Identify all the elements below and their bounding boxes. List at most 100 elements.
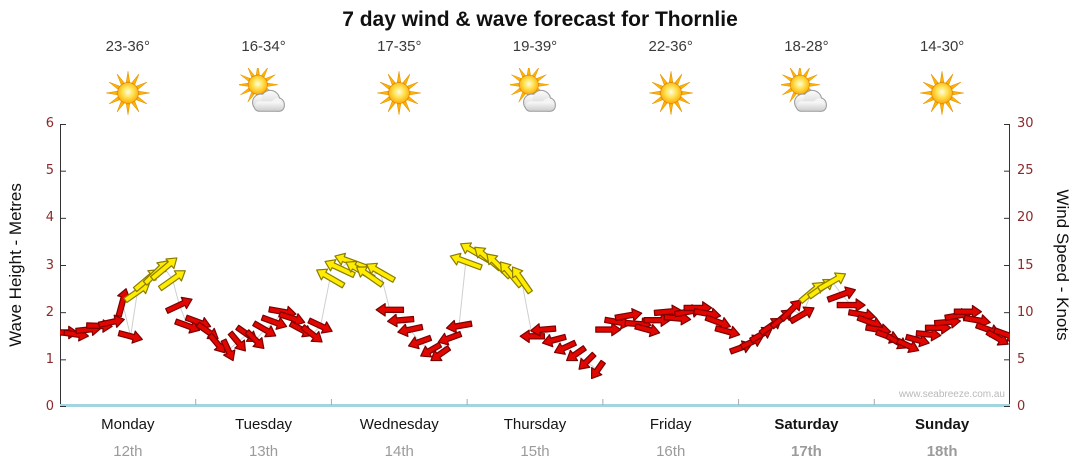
wind-arrow bbox=[904, 333, 930, 348]
wind-arrow bbox=[300, 324, 323, 343]
wind-arrow bbox=[307, 317, 333, 334]
day-name-label: Monday bbox=[101, 416, 155, 433]
day-temp-label: 14-30° bbox=[919, 38, 965, 55]
wind-arrow bbox=[227, 330, 246, 352]
wind-arrow bbox=[445, 319, 473, 334]
wind-arrow bbox=[992, 327, 1010, 342]
day-temp-label: 19-39° bbox=[512, 38, 558, 55]
wind-arrow bbox=[165, 296, 193, 314]
right-axis-tick-label: 10 bbox=[1017, 304, 1034, 320]
wind-arrow bbox=[397, 323, 424, 337]
day-name-label: Thursday bbox=[503, 416, 567, 433]
wind-arrow bbox=[817, 272, 847, 293]
chart-title: 7 day wind & wave forecast for Thornlie bbox=[342, 8, 738, 31]
cloud-glyph bbox=[251, 89, 285, 112]
right-axis-tick-label: 25 bbox=[1017, 163, 1034, 179]
wind-arrow bbox=[420, 341, 443, 358]
wind-arrow bbox=[220, 338, 236, 362]
right-axis-tick-label: 20 bbox=[1017, 210, 1034, 226]
day-temp-label: 18-28° bbox=[784, 38, 829, 55]
wind-arrow bbox=[437, 330, 463, 346]
sunny-icon bbox=[646, 68, 696, 118]
day-temp-label: 22-36° bbox=[648, 38, 693, 55]
wind-arrow bbox=[714, 325, 741, 339]
right-axis-tick-label: 15 bbox=[1017, 257, 1034, 273]
wind-arrow bbox=[836, 298, 866, 312]
day-name-label: Tuesday bbox=[235, 416, 293, 433]
left-axis-tick-label: 2 bbox=[45, 304, 54, 320]
wind-arrow bbox=[365, 262, 396, 283]
day-temp-label: 23-36° bbox=[105, 38, 151, 55]
wind-arrow bbox=[634, 323, 661, 338]
wind-arrow bbox=[449, 252, 483, 271]
wind-arrow bbox=[407, 334, 433, 350]
wind-arrow bbox=[97, 314, 125, 328]
left-axis-tick-label: 5 bbox=[45, 163, 54, 179]
wind-arrow bbox=[595, 322, 622, 337]
wind-arrow bbox=[985, 329, 1009, 346]
wind-arrow bbox=[530, 323, 557, 337]
day-name-label: Saturday bbox=[774, 416, 839, 433]
sunny-icon bbox=[103, 68, 153, 118]
wind-arrow bbox=[578, 351, 597, 370]
wind-arrow bbox=[115, 288, 131, 318]
wind-arrow bbox=[779, 299, 802, 322]
wind-arrow bbox=[355, 266, 385, 288]
left-axis-tick-label: 3 bbox=[45, 257, 54, 273]
day-date-label: 12th bbox=[113, 443, 143, 460]
partly-cloudy-icon bbox=[508, 64, 560, 118]
wind-arrow bbox=[953, 304, 983, 319]
wind-arrow bbox=[386, 313, 415, 328]
sun-glyph bbox=[648, 71, 693, 115]
right-axis-tick-label: 30 bbox=[1017, 116, 1034, 131]
day-temp-label: 17-35° bbox=[377, 38, 422, 55]
wind-arrows-plot bbox=[60, 124, 1010, 407]
wind-arrow bbox=[430, 345, 452, 362]
wind-arrow bbox=[788, 306, 815, 325]
sun-glyph bbox=[920, 71, 965, 115]
wind-arrow bbox=[643, 313, 671, 327]
wind-arrow bbox=[590, 359, 606, 380]
wind-arrow bbox=[117, 330, 143, 344]
sun-glyph bbox=[105, 71, 150, 115]
wind-arrow bbox=[316, 268, 346, 289]
wind-arrow bbox=[963, 314, 991, 328]
wind-arrow bbox=[614, 308, 643, 322]
day-name-label: Friday bbox=[649, 416, 692, 433]
day-date-label: 17th bbox=[790, 443, 822, 460]
day-date-label: 18th bbox=[926, 443, 958, 460]
right-axis-tick-label: 0 bbox=[1017, 399, 1026, 414]
right-axis-title: Wind Speed - Knots bbox=[1053, 189, 1072, 341]
seabreeze-watermark: www.seabreeze.com.au bbox=[898, 389, 1005, 400]
day-date-label: 15th bbox=[520, 443, 550, 460]
wind-arrow bbox=[278, 311, 306, 327]
wind-arrow bbox=[260, 314, 288, 330]
wind-arrow bbox=[244, 329, 265, 350]
wind-arrow bbox=[541, 333, 567, 348]
right-axis-tick-label: 5 bbox=[1017, 351, 1026, 367]
day-temp-label: 16-34° bbox=[241, 38, 286, 55]
day-date-label: 13th bbox=[248, 443, 279, 460]
cloud-glyph bbox=[794, 89, 828, 112]
partly-cloudy-icon bbox=[780, 64, 831, 118]
day-date-label: 14th bbox=[384, 443, 414, 460]
cloud-glyph bbox=[523, 89, 556, 112]
wind-arrow bbox=[553, 339, 577, 355]
day-date-label: 16th bbox=[656, 443, 686, 460]
wind-arrow bbox=[826, 286, 856, 303]
wind-arrow bbox=[511, 266, 533, 295]
sun-glyph bbox=[508, 64, 549, 105]
partly-cloudy-icon bbox=[237, 64, 289, 118]
wind-arrow bbox=[157, 270, 186, 292]
sunny-icon bbox=[374, 68, 424, 118]
day-name-label: Sunday bbox=[915, 416, 970, 433]
left-axis-tick-label: 4 bbox=[45, 210, 54, 226]
wind-arrow bbox=[915, 327, 942, 342]
wind-arrow bbox=[375, 303, 405, 317]
sun-glyph bbox=[377, 71, 422, 115]
left-axis-tick-label: 1 bbox=[45, 351, 54, 367]
wind-arrow bbox=[149, 257, 178, 282]
left-axis-tick-label: 0 bbox=[45, 399, 54, 414]
day-name-label: Wednesday bbox=[359, 416, 439, 433]
